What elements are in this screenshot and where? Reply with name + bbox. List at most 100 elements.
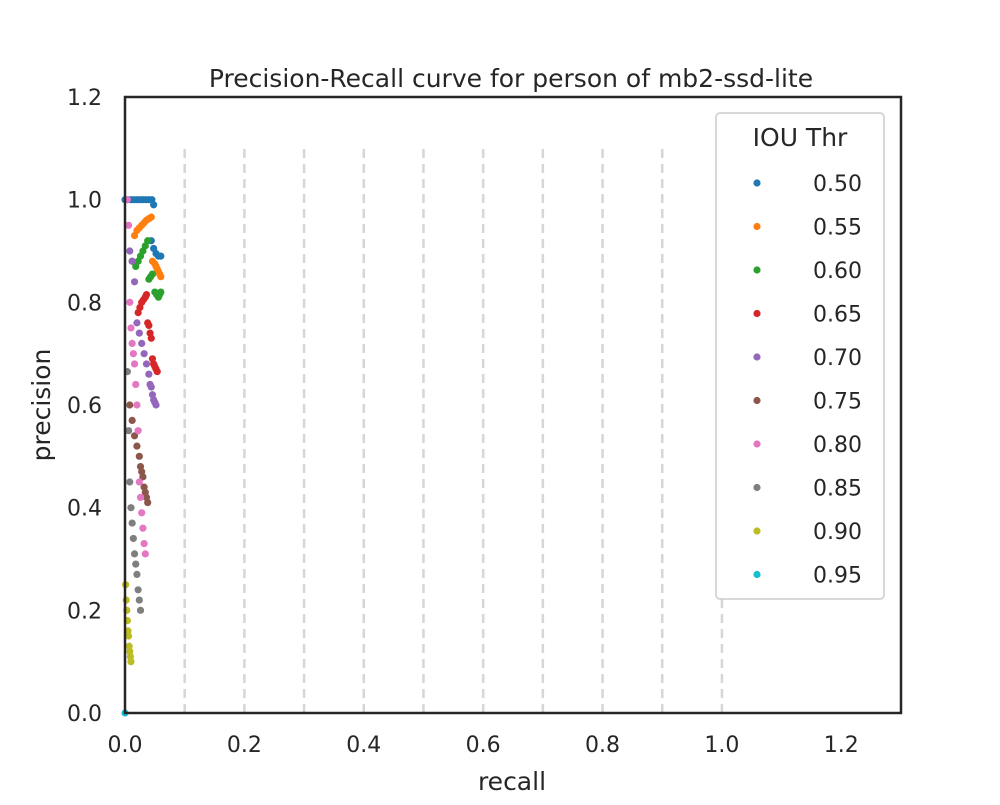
legend-marker bbox=[753, 483, 761, 492]
legend-label: 0.55 bbox=[813, 216, 862, 241]
data-point bbox=[124, 427, 133, 435]
y-tick-label: 0.0 bbox=[67, 702, 102, 727]
x-tick-label: 0.8 bbox=[585, 733, 620, 758]
series-0.85 bbox=[123, 368, 145, 614]
data-point bbox=[128, 416, 136, 424]
legend-marker bbox=[753, 396, 761, 405]
data-point bbox=[126, 478, 134, 486]
data-point bbox=[147, 334, 155, 342]
legend-label: 0.60 bbox=[813, 259, 862, 284]
data-point bbox=[130, 278, 139, 286]
data-point bbox=[130, 550, 139, 558]
y-axis-title: precision bbox=[27, 349, 56, 462]
legend-label: 0.90 bbox=[813, 520, 862, 545]
legend: IOU Thr 0.50 0.55 0.60 0.65 0.70 0.75 0.80 0.85… bbox=[715, 112, 885, 600]
data-point bbox=[157, 288, 165, 296]
data-point bbox=[136, 493, 145, 501]
legend-label: 0.65 bbox=[813, 303, 862, 328]
data-point bbox=[129, 534, 137, 543]
data-point bbox=[133, 401, 141, 409]
legend-marker bbox=[753, 570, 761, 579]
data-point bbox=[140, 350, 148, 358]
x-tick-label: 0.4 bbox=[346, 733, 381, 758]
data-point bbox=[126, 247, 134, 255]
data-point bbox=[124, 632, 133, 640]
y-tick-labels: 0.0 0.2 0.4 0.6 0.8 1.0 1.2 bbox=[67, 86, 102, 727]
data-point bbox=[152, 401, 160, 409]
series-0.60 bbox=[128, 237, 165, 301]
data-point bbox=[157, 273, 165, 281]
legend-box bbox=[715, 112, 885, 600]
data-point bbox=[134, 586, 142, 594]
data-point bbox=[153, 368, 161, 376]
legend-items: 0.50 0.55 0.60 0.65 0.70 0.75 0.80 0.85 0.90 0.95 bbox=[753, 172, 862, 589]
y-tick-label: 0.8 bbox=[67, 291, 102, 316]
legend-marker bbox=[753, 440, 761, 448]
y-tick-label: 0.6 bbox=[67, 394, 102, 419]
data-point bbox=[157, 252, 165, 260]
data-point bbox=[135, 478, 143, 486]
y-tick-label: 0.2 bbox=[67, 599, 102, 624]
data-point bbox=[145, 370, 153, 378]
x-tick-labels: 0.0 0.2 0.4 0.6 0.8 1.0 1.2 bbox=[108, 733, 859, 758]
legend-label: 0.50 bbox=[813, 172, 862, 197]
data-point bbox=[148, 270, 157, 278]
data-point bbox=[135, 452, 143, 460]
legend-marker bbox=[753, 222, 761, 231]
data-point bbox=[126, 401, 134, 409]
data-point bbox=[132, 380, 140, 389]
x-tick-label: 0.6 bbox=[466, 733, 501, 758]
x-axis-title: recall bbox=[478, 767, 546, 796]
legend-marker bbox=[753, 309, 761, 318]
x-tick-label: 0.2 bbox=[227, 733, 262, 758]
legend-label: 0.80 bbox=[813, 433, 862, 458]
plot-frame bbox=[123, 95, 903, 715]
data-point bbox=[136, 606, 145, 614]
legend-marker bbox=[753, 266, 761, 274]
data-point bbox=[135, 329, 143, 337]
chart-title: Precision-Recall curve for person of mb2… bbox=[209, 64, 813, 93]
data-point bbox=[139, 473, 147, 481]
data-point bbox=[135, 596, 143, 604]
data-point bbox=[127, 658, 135, 666]
data-point bbox=[147, 213, 155, 221]
data-point bbox=[144, 237, 152, 245]
series-0.75 bbox=[126, 401, 152, 507]
series-0.55 bbox=[130, 213, 165, 281]
data-point bbox=[127, 504, 135, 512]
data-point bbox=[141, 550, 149, 558]
data-point bbox=[147, 383, 155, 391]
data-point bbox=[139, 524, 147, 532]
data-point bbox=[130, 432, 139, 440]
legend-label: 0.70 bbox=[813, 346, 862, 371]
data-point bbox=[128, 339, 136, 347]
x-tick-label: 1.2 bbox=[824, 733, 859, 758]
y-tick-label: 1.2 bbox=[67, 86, 102, 111]
legend-marker bbox=[753, 179, 761, 187]
data-point bbox=[133, 319, 141, 327]
data-point bbox=[128, 519, 136, 527]
legend-label: 0.75 bbox=[813, 390, 862, 415]
data-point bbox=[145, 321, 153, 330]
data-point bbox=[144, 498, 152, 507]
data-point bbox=[142, 291, 151, 299]
data-point bbox=[129, 350, 137, 358]
legend-marker bbox=[753, 353, 761, 361]
data-point bbox=[140, 540, 148, 548]
data-point bbox=[124, 221, 133, 229]
data-point bbox=[127, 324, 135, 332]
data-point bbox=[138, 509, 146, 517]
data-point bbox=[134, 427, 142, 435]
y-tick-label: 1.0 bbox=[67, 189, 102, 214]
data-point bbox=[132, 560, 140, 568]
data-point bbox=[138, 339, 146, 347]
grid-layer bbox=[183, 148, 724, 713]
data-point bbox=[130, 360, 139, 368]
data-point bbox=[142, 360, 151, 368]
data-point bbox=[150, 201, 158, 209]
legend-label: 0.85 bbox=[813, 477, 862, 502]
data-point bbox=[126, 298, 134, 306]
x-tick-label: 0.0 bbox=[108, 733, 143, 758]
